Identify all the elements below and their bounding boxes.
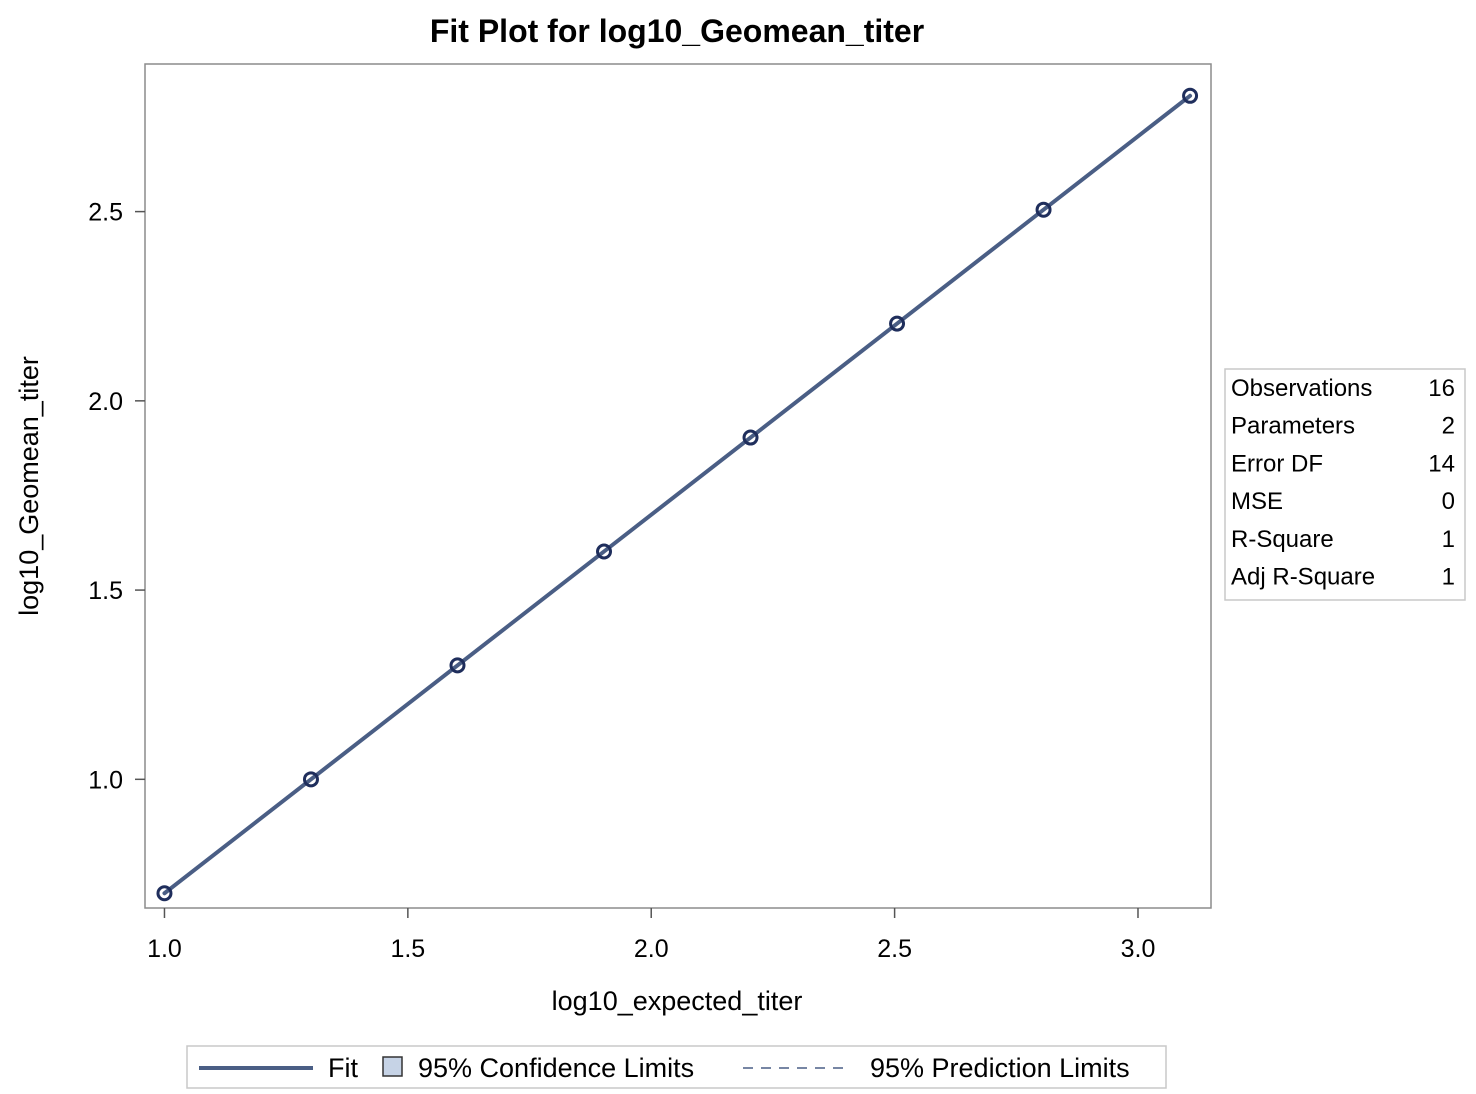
legend-confidence-swatch bbox=[382, 1056, 403, 1077]
stat-label: MSE bbox=[1231, 488, 1283, 515]
fit-statistics-table: Observations 16 Parameters 2 Error DF 14 MSE 0 R… bbox=[1224, 368, 1466, 601]
fit-line bbox=[162, 93, 1193, 896]
y-axis-label: log10_Geomean_titer bbox=[14, 356, 44, 616]
stats-box bbox=[1224, 368, 1466, 601]
stat-value: 14 bbox=[1428, 450, 1455, 477]
axes: 1.0 1.5 2.0 2.5 3.0 1.0 1.5 2.0 2.5 bbox=[88, 63, 1212, 963]
x-tick-label: 3.0 bbox=[1121, 935, 1156, 963]
y-tick-label: 1.0 bbox=[88, 766, 123, 794]
legend: Fit 95% Confidence Limits 95% Prediction L… bbox=[186, 1045, 1167, 1089]
legend-label: 95% Confidence Limits bbox=[418, 1053, 694, 1083]
stat-value: 1 bbox=[1442, 564, 1455, 591]
x-tick-label: 1.0 bbox=[147, 935, 182, 963]
data-point bbox=[742, 429, 759, 446]
plot-marks bbox=[156, 87, 1199, 902]
stat-label: Observations bbox=[1231, 375, 1372, 402]
data-point bbox=[1182, 87, 1199, 104]
x-tick-label: 2.0 bbox=[634, 935, 669, 963]
data-point bbox=[1035, 201, 1052, 218]
x-axis-label: log10_expected_titer bbox=[552, 986, 803, 1016]
stat-label: Parameters bbox=[1231, 413, 1355, 440]
data-point bbox=[302, 771, 319, 788]
legend-label: 95% Prediction Limits bbox=[870, 1053, 1130, 1083]
data-point bbox=[596, 543, 613, 560]
y-tick-label: 2.5 bbox=[88, 199, 123, 227]
stat-label: Error DF bbox=[1231, 450, 1323, 477]
data-point bbox=[156, 885, 173, 902]
y-tick-label: 2.0 bbox=[88, 388, 123, 416]
x-tick-label: 1.5 bbox=[390, 935, 425, 963]
stat-value: 2 bbox=[1442, 413, 1455, 440]
stat-label: R-Square bbox=[1231, 526, 1334, 553]
legend-label: Fit bbox=[328, 1053, 358, 1083]
data-point bbox=[889, 315, 906, 332]
legend-box bbox=[186, 1045, 1167, 1089]
x-tick-label: 2.5 bbox=[877, 935, 912, 963]
y-tick-label: 1.5 bbox=[88, 577, 123, 605]
chart-title: Fit Plot for log10_Geomean_titer bbox=[430, 13, 924, 49]
stat-label: Adj R-Square bbox=[1231, 564, 1375, 591]
stat-value: 0 bbox=[1442, 488, 1455, 515]
stat-value: 1 bbox=[1442, 526, 1455, 553]
stat-value: 16 bbox=[1428, 375, 1455, 402]
data-point bbox=[449, 657, 466, 674]
plot-frame bbox=[144, 63, 1212, 909]
